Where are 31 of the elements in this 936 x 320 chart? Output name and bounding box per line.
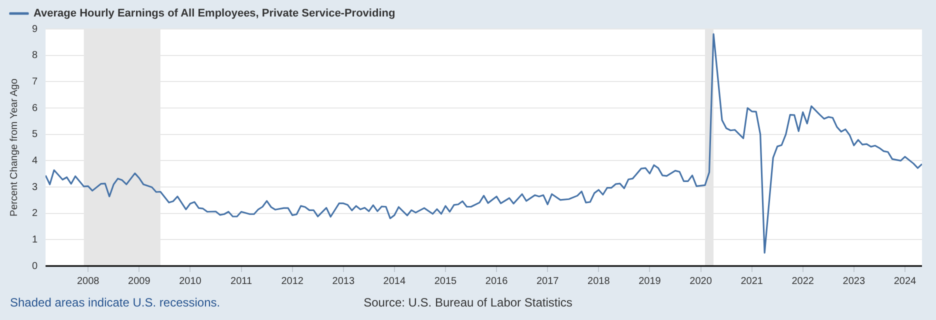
x-tick-label: 2013 [332,276,355,287]
x-tick-label: 2016 [485,276,508,287]
legend-label: Average Hourly Earnings of All Employees, Private Service-Providing [34,8,396,20]
x-tick-label: 2017 [536,276,560,287]
x-tick-label: 2021 [740,276,764,287]
x-tick-label: 2024 [894,276,917,287]
x-tick-label: 2020 [690,276,712,287]
x-tick-label: 2018 [588,276,610,287]
y-tick-label: 2 [32,208,38,220]
y-axis-title: Percent Change from Year Ago [8,78,20,216]
y-tick-label: 7 [32,76,38,88]
source-note: Source: U.S. Bureau of Labor Statistics [364,295,572,310]
y-tick-label: 8 [32,50,38,62]
x-tick-label: 2023 [842,276,866,287]
y-tick-label: 3 [32,182,38,193]
x-tick-label: 2012 [281,276,304,287]
y-tick-label: 0 [32,260,38,272]
y-tick-label: 6 [32,102,38,114]
y-tick-label: 1 [32,234,38,246]
x-tick-label: 2022 [792,276,814,287]
text: Shaded areas indicate U.S. recessions. [10,295,220,310]
x-tick-label: 2011 [230,276,252,287]
x-tick-label: 2009 [128,276,151,287]
x-tick-label: 2010 [179,276,202,287]
y-tick-label: 9 [32,24,38,35]
y-tick-label: 5 [32,129,38,140]
x-tick-label: 2019 [638,276,662,287]
x-tick-label: 2015 [434,276,458,287]
x-tick-label: 2008 [76,276,100,287]
x-tick-label: 2014 [383,276,406,287]
y-tick-label: 4 [32,155,38,166]
